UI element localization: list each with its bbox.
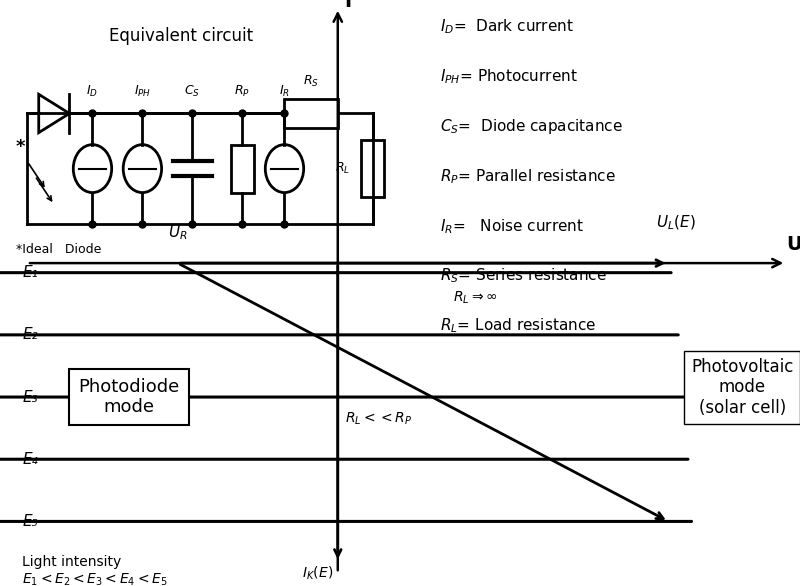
Text: E₄: E₄	[22, 452, 38, 466]
Text: $C_S$=  Diode capacitance: $C_S$= Diode capacitance	[440, 117, 623, 136]
Text: $R_P$: $R_P$	[234, 84, 250, 99]
Text: E₁: E₁	[22, 265, 38, 280]
Text: Equivalent circuit: Equivalent circuit	[109, 27, 253, 45]
Text: $I_D$: $I_D$	[86, 84, 98, 99]
Bar	[362, 140, 384, 197]
Text: E₂: E₂	[22, 328, 38, 342]
Text: I: I	[344, 0, 351, 11]
Text: Light intensity
$E_1<E_2<E_3<E_4<E_5$: Light intensity $E_1<E_2<E_3<E_4<E_5$	[22, 555, 168, 586]
Text: $U_L(E)$: $U_L(E)$	[656, 214, 696, 232]
Text: $I_{PH}$= Photocurrent: $I_{PH}$= Photocurrent	[440, 67, 578, 86]
Text: $R_S$= Series resistance: $R_S$= Series resistance	[440, 267, 607, 285]
Text: $R_S$: $R_S$	[303, 74, 319, 90]
Text: $I_R$: $I_R$	[279, 84, 290, 99]
Text: *Ideal   Diode: *Ideal Diode	[16, 243, 101, 256]
Bar	[285, 99, 338, 128]
Text: U: U	[786, 234, 800, 254]
Polygon shape	[38, 94, 70, 132]
Text: $I_K(E)$: $I_K(E)$	[302, 564, 334, 582]
Text: E₃: E₃	[22, 390, 38, 404]
Text: $I_D$=  Dark current: $I_D$= Dark current	[440, 18, 574, 36]
Text: $I_R$=   Noise current: $I_R$= Noise current	[440, 217, 584, 236]
Text: Photovoltaic
mode
(solar cell): Photovoltaic mode (solar cell)	[691, 357, 794, 417]
Text: $R_L<<R_P$: $R_L<<R_P$	[345, 410, 412, 427]
Bar	[230, 145, 254, 193]
Text: $U_R$: $U_R$	[168, 223, 187, 241]
Text: $R_L\Rightarrow\infty$: $R_L\Rightarrow\infty$	[454, 289, 498, 306]
Text: $R_L$: $R_L$	[334, 161, 350, 176]
Text: $I_{PH}$: $I_{PH}$	[134, 84, 151, 99]
Text: E₅: E₅	[22, 514, 38, 529]
Text: $R_L$= Load resistance: $R_L$= Load resistance	[440, 316, 596, 335]
Text: *: *	[16, 138, 25, 156]
Text: $R_P$= Parallel resistance: $R_P$= Parallel resistance	[440, 167, 616, 186]
Text: $C_S$: $C_S$	[184, 84, 200, 99]
Text: Photodiode
mode: Photodiode mode	[78, 377, 179, 417]
